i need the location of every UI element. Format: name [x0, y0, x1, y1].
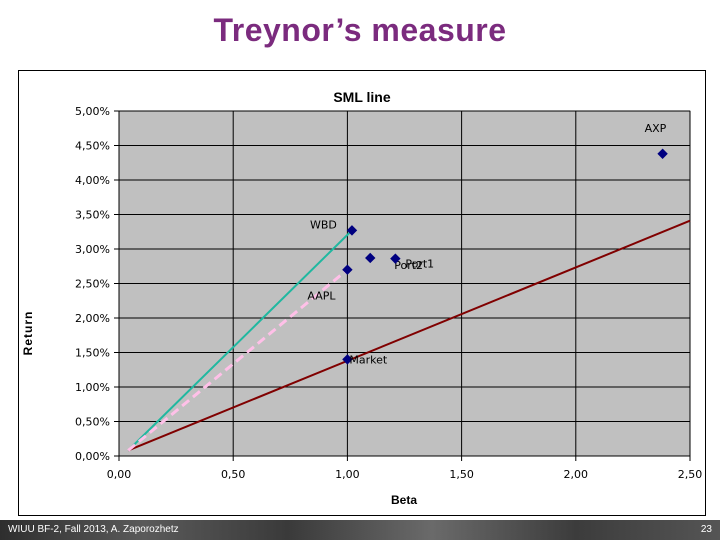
y-tick-label: 3,50% [75, 209, 110, 222]
page-number: 23 [700, 524, 712, 535]
y-tick-label: 2,50% [75, 278, 110, 291]
point-label-axp: AXP [645, 122, 667, 135]
point-aapl [342, 264, 353, 275]
point-label-aapl: AAPL [307, 290, 336, 303]
y-tick-label: 2,00% [75, 312, 110, 325]
y-tick-label: 0,50% [75, 416, 110, 429]
series-line-2 [127, 229, 353, 452]
x-tick-label: 2,50 [678, 468, 703, 481]
y-tick-label: 1,00% [75, 381, 110, 394]
x-tick-label: 0,50 [221, 468, 246, 481]
point-wbd [346, 225, 358, 236]
footer-bar: WIUU BF-2, Fall 2013, A. Zaporozhetz 23 [0, 520, 720, 540]
point-label-port1: Port1 [405, 258, 434, 271]
y-tick-label: 0,00% [75, 450, 110, 463]
point-label-market: Market [349, 353, 387, 366]
point-label-port2: Port2 [394, 259, 423, 272]
point-label-wbd: WBD [310, 218, 337, 231]
y-tick-label: 3,00% [75, 243, 110, 256]
footer-credit: WIUU BF-2, Fall 2013, A. Zaporozhetz [8, 524, 179, 535]
x-tick-label: 1,50 [449, 468, 474, 481]
x-tick-label: 2,00 [564, 468, 589, 481]
y-tick-label: 1,50% [75, 347, 110, 360]
y-axis-label: Return [21, 311, 35, 356]
point-market [342, 354, 353, 365]
x-tick-label: 0,00 [107, 468, 132, 481]
point-port1 [390, 253, 401, 264]
y-tick-label: 5,00% [75, 105, 110, 118]
series-line-3 [127, 268, 349, 452]
chart-title: SML line [333, 89, 391, 105]
y-tick-label: 4,50% [75, 140, 110, 153]
chart-frame: AXP WBD Port2 Port1 AAPL Market 0,00% 0,50% 1,0… [18, 70, 706, 516]
slide-title: Treynor’s measure [213, 12, 507, 48]
point-port2 [365, 252, 376, 264]
y-tick-label: 4,00% [75, 174, 110, 187]
x-axis-label: Beta [391, 493, 417, 507]
series-line-1 [127, 219, 691, 452]
point-axp [657, 148, 668, 159]
x-tick-label: 1,00 [335, 468, 360, 481]
